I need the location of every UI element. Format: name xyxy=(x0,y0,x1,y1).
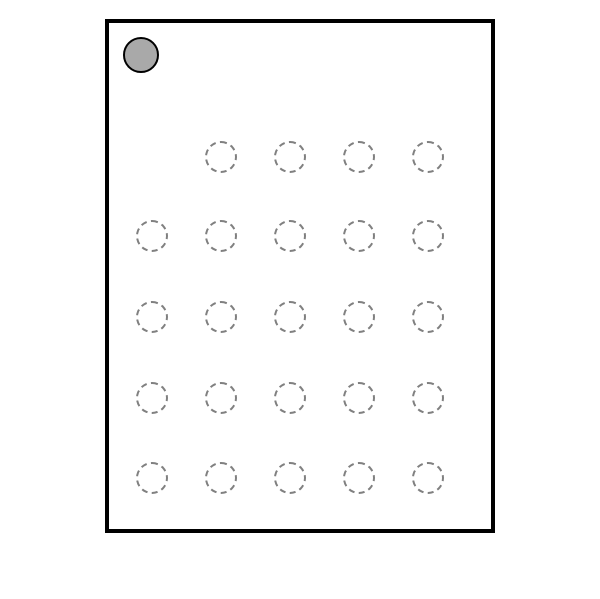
empty-slot xyxy=(205,301,237,333)
empty-slot xyxy=(343,462,375,494)
empty-slot xyxy=(343,301,375,333)
empty-slot xyxy=(412,462,444,494)
empty-slot xyxy=(274,220,306,252)
empty-slot xyxy=(343,382,375,414)
empty-slot xyxy=(343,141,375,173)
empty-slot xyxy=(205,141,237,173)
empty-slot xyxy=(136,382,168,414)
empty-slot xyxy=(205,382,237,414)
empty-slot xyxy=(205,220,237,252)
diagram-canvas xyxy=(0,0,600,599)
panel-frame xyxy=(105,19,495,533)
empty-slot xyxy=(412,141,444,173)
empty-slot xyxy=(412,220,444,252)
empty-slot xyxy=(136,462,168,494)
empty-slot xyxy=(274,462,306,494)
empty-slot xyxy=(274,141,306,173)
empty-slot xyxy=(274,382,306,414)
alignment-pin xyxy=(123,37,159,73)
empty-slot xyxy=(136,301,168,333)
empty-slot xyxy=(412,301,444,333)
empty-slot xyxy=(205,462,237,494)
empty-slot xyxy=(274,301,306,333)
empty-slot xyxy=(136,220,168,252)
empty-slot xyxy=(412,382,444,414)
empty-slot xyxy=(343,220,375,252)
